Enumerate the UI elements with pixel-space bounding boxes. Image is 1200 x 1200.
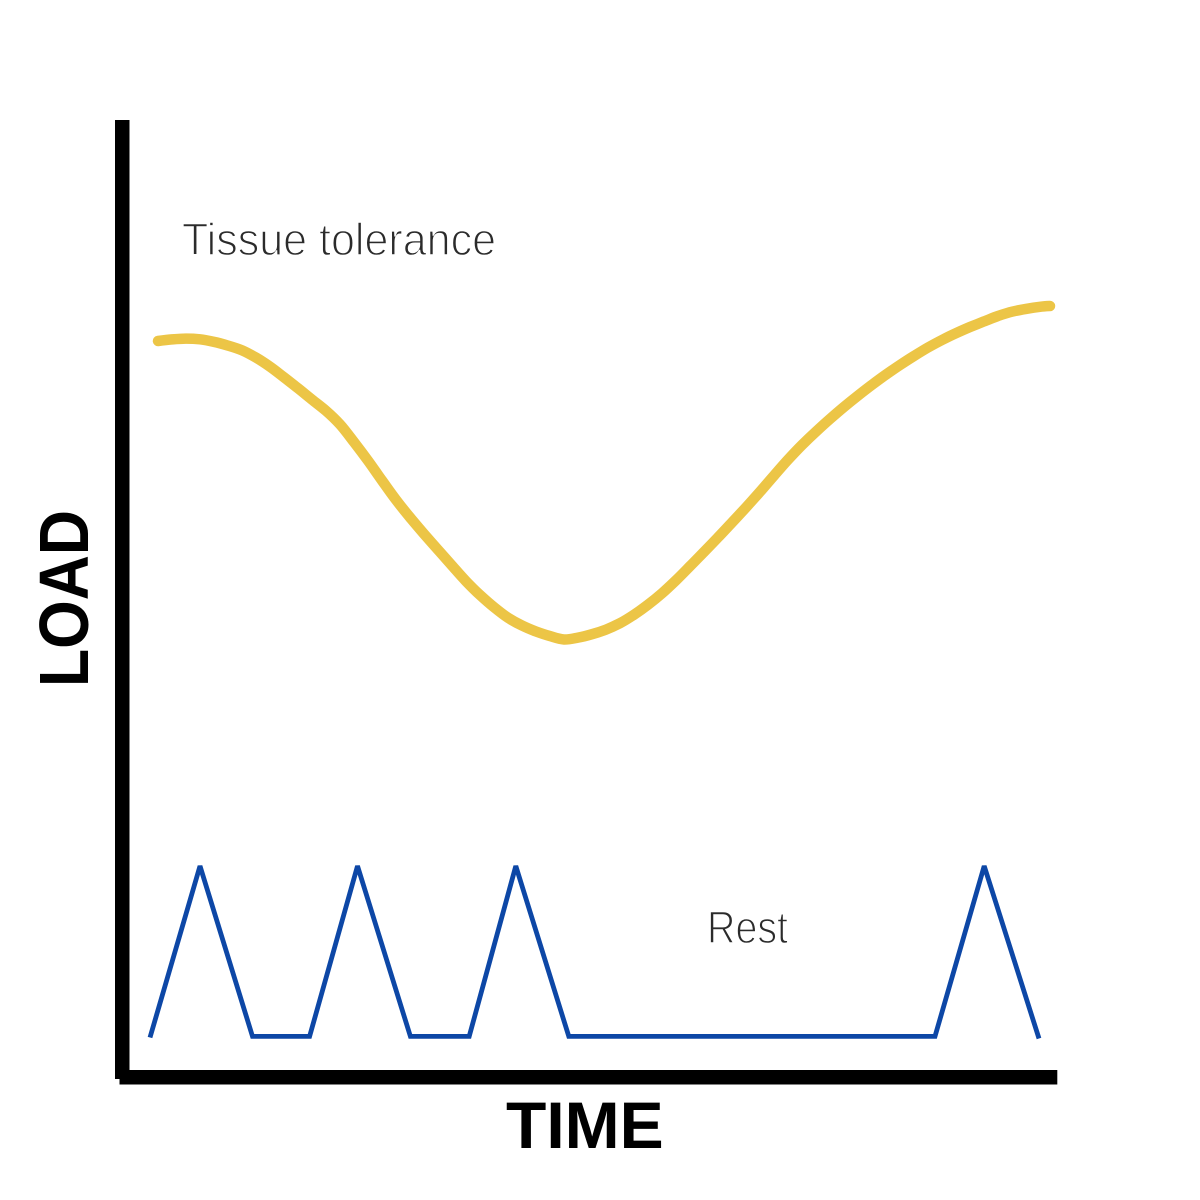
svg-text:Rest: Rest (707, 902, 788, 953)
svg-text:Tissue tolerance: Tissue tolerance (182, 214, 496, 265)
svg-text:LOAD: LOAD (25, 510, 103, 687)
svg-text:TIME: TIME (506, 1088, 664, 1162)
